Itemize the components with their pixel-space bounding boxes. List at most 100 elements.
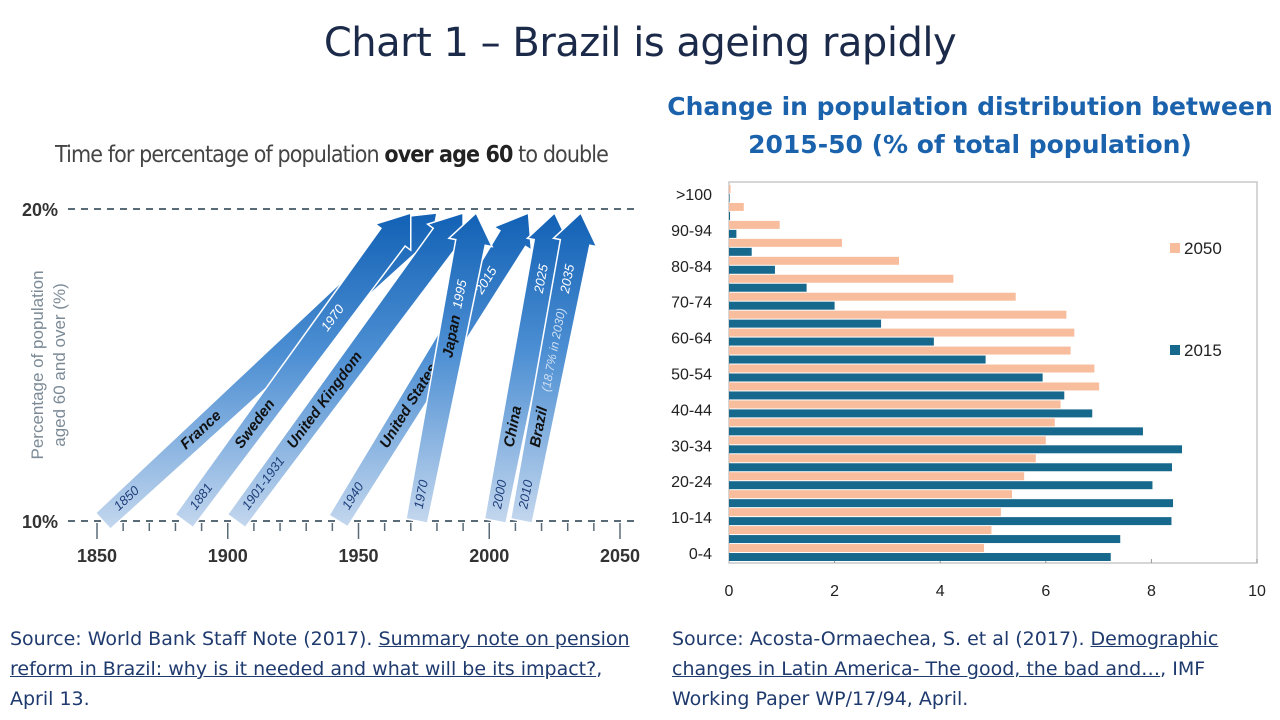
bar-2015-30-34 bbox=[729, 445, 1183, 454]
right-title-line1: Change in population distribution betwee… bbox=[667, 92, 1273, 121]
bar-2050-95-99 bbox=[729, 202, 744, 211]
bar-2050-0-4 bbox=[729, 544, 985, 553]
y-tick-label: >100 bbox=[676, 187, 712, 204]
bar-2050-30-34 bbox=[729, 436, 1046, 445]
arrow-start-label: 2010 bbox=[515, 478, 536, 511]
arrow-start-label: 1970 bbox=[411, 478, 431, 510]
y-tick-label: 30-34 bbox=[671, 438, 712, 455]
bar-2015->100 bbox=[729, 193, 730, 202]
bar-2015-40-44 bbox=[729, 409, 1093, 418]
bar-2015-90-94 bbox=[729, 229, 737, 238]
y-tick-label: 20-24 bbox=[671, 474, 712, 491]
bar-chart: >100 90-94 80-84 70-74 60-64 50-54 40-44 30-34 2… bbox=[671, 181, 1266, 600]
bar-2015-95-99 bbox=[729, 211, 731, 220]
y-tick-label: 40-44 bbox=[671, 402, 712, 419]
x-axis: 0 2 4 6 8 10 bbox=[725, 583, 1266, 600]
arrow-chart: Percentage of population aged 60 and ove… bbox=[22, 200, 640, 566]
bar-2050-10-14 bbox=[729, 508, 1001, 517]
bar-2050-65-69 bbox=[729, 310, 1067, 319]
bar-2050-85-89 bbox=[729, 238, 842, 247]
left-source: Source: World Bank Staff Note (2017). Su… bbox=[10, 624, 630, 714]
bar-2015-45-49 bbox=[729, 391, 1065, 400]
bar-2050-75-79 bbox=[729, 274, 954, 283]
right-source-link[interactable]: Demographic changes in Latin America- Th… bbox=[672, 628, 1219, 680]
y-axis-label-line1: Percentage of population bbox=[28, 270, 47, 459]
legend-label-2050: 2050 bbox=[1184, 239, 1222, 258]
y-axis: >100 90-94 80-84 70-74 60-64 50-54 40-44 30-34 2… bbox=[671, 187, 712, 563]
bar-2015-50-54 bbox=[729, 373, 1043, 382]
arrow-shape bbox=[509, 211, 599, 524]
y-tick-10: 10% bbox=[22, 512, 58, 532]
bar-2050-40-44 bbox=[729, 400, 1061, 409]
y-tick-label: 90-94 bbox=[671, 223, 712, 240]
x-tick-label: 6 bbox=[1041, 583, 1050, 600]
y-tick-label: 80-84 bbox=[671, 259, 712, 276]
y-tick-label: 10-14 bbox=[671, 510, 712, 527]
x-tick-label: 1900 bbox=[208, 546, 248, 566]
x-tick-label: 1950 bbox=[338, 546, 378, 566]
bar-2015-80-84 bbox=[729, 265, 775, 274]
y-tick-label: 70-74 bbox=[671, 295, 712, 312]
bar-2050-5-9 bbox=[729, 526, 992, 535]
bar-2050-70-74 bbox=[729, 292, 1016, 301]
y-axis-label-line2: aged 60 and over (%) bbox=[50, 283, 69, 447]
right-source-prefix: Source: Acosta-Ormaechea, S. et al (2017… bbox=[672, 628, 1091, 650]
bar-2015-35-39 bbox=[729, 427, 1143, 436]
left-source-link[interactable]: Summary note on pension reform in Brazil… bbox=[10, 628, 630, 680]
y-tick-20: 20% bbox=[22, 200, 58, 220]
bar-2015-85-89 bbox=[729, 247, 752, 256]
x-tick-label: 1850 bbox=[77, 546, 117, 566]
x-tick-label: 4 bbox=[936, 583, 945, 600]
legend-swatch-2050 bbox=[1170, 243, 1180, 253]
bar-2015-60-64 bbox=[729, 337, 934, 346]
arrow-shape bbox=[405, 211, 494, 524]
x-tick-label: 2000 bbox=[469, 546, 509, 566]
left-title-bold: over age 60 bbox=[384, 142, 513, 168]
bar-2050-90-94 bbox=[729, 220, 780, 229]
left-chart-title: Time for percentage of population over a… bbox=[55, 142, 609, 168]
legend-label-2015: 2015 bbox=[1184, 341, 1222, 360]
bar-2050-80-84 bbox=[729, 256, 900, 265]
bar-2050-20-24 bbox=[729, 472, 1025, 481]
left-title-suffix: to double bbox=[512, 142, 609, 168]
bar-2050-60-64 bbox=[729, 328, 1075, 337]
y-tick-label: 0-4 bbox=[689, 546, 712, 563]
bar-2050-35-39 bbox=[729, 418, 1055, 427]
bar-2015-55-59 bbox=[729, 355, 986, 364]
bar-2015-25-29 bbox=[729, 463, 1172, 472]
right-title-line2: 2015-50 (% of total population) bbox=[748, 130, 1192, 159]
x-tick-label: 10 bbox=[1248, 583, 1266, 600]
right-source-suffix: , IMF Working Paper WP/17/94, April. bbox=[672, 658, 1206, 710]
bar-2015-75-79 bbox=[729, 283, 807, 292]
arrow-end-label: 2025 bbox=[531, 262, 552, 295]
bars bbox=[728, 181, 1258, 564]
bar-2050->100 bbox=[729, 185, 731, 193]
bar-2015-10-14 bbox=[729, 517, 1172, 526]
bar-2015-20-24 bbox=[729, 481, 1153, 490]
y-tick-label: 50-54 bbox=[671, 367, 712, 384]
bar-2050-45-49 bbox=[729, 382, 1100, 391]
right-source: Source: Acosta-Ormaechea, S. et al (2017… bbox=[672, 624, 1272, 714]
bar-2050-50-54 bbox=[729, 364, 1095, 373]
left-title-prefix: Time for percentage of population bbox=[55, 142, 385, 168]
left-source-prefix: Source: World Bank Staff Note (2017). bbox=[10, 628, 379, 650]
x-axis: 1850 1900 1950 2000 2050 bbox=[77, 523, 640, 566]
bar-2015-65-69 bbox=[729, 319, 882, 328]
arrow-end-label: 1995 bbox=[449, 278, 469, 310]
left-source-suffix: , April 13. bbox=[10, 658, 603, 710]
x-tick-label: 2 bbox=[830, 583, 839, 600]
y-tick-label: 60-64 bbox=[671, 331, 712, 348]
arrow-shape bbox=[174, 211, 412, 529]
grid bbox=[68, 208, 640, 522]
bar-2050-25-29 bbox=[729, 454, 1036, 463]
bar-2050-55-59 bbox=[729, 346, 1071, 355]
bar-2015-70-74 bbox=[729, 301, 835, 310]
x-tick-label: 0 bbox=[725, 583, 734, 600]
arrows: 1850France19801881Sweden19701901-1931Uni… bbox=[94, 211, 599, 531]
x-tick-label: 8 bbox=[1147, 583, 1156, 600]
x-tick-label: 2050 bbox=[600, 546, 640, 566]
bar-2050-15-19 bbox=[729, 490, 1013, 499]
legend-swatch-2015 bbox=[1170, 345, 1180, 355]
